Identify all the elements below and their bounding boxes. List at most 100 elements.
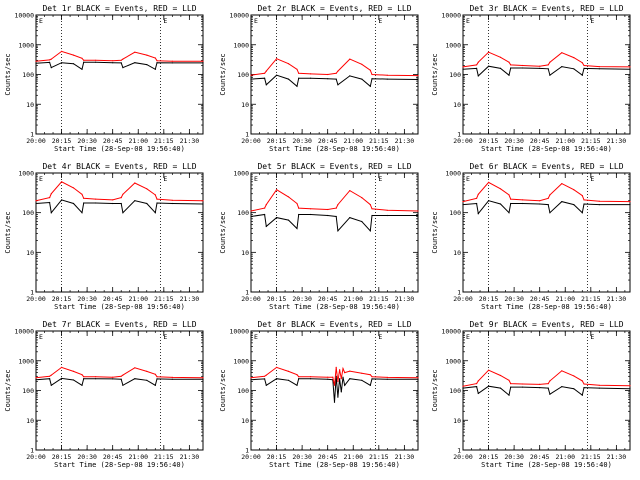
series-events-point xyxy=(120,378,122,380)
series-lld-point xyxy=(327,208,329,211)
series-lld-point xyxy=(462,385,464,387)
series-lld-point xyxy=(35,60,37,62)
corner-marker: E xyxy=(590,175,594,183)
series-events-point xyxy=(83,202,85,204)
y-tick-label: 100 xyxy=(237,209,249,217)
series-lld-point xyxy=(276,58,278,60)
series-events-point xyxy=(522,67,524,69)
x-tick-label: 21:15 xyxy=(581,453,601,461)
series-lld-line xyxy=(35,366,204,379)
series-lld-point xyxy=(583,383,585,385)
x-tick-label: 20:30 xyxy=(504,295,524,303)
panel-det-5r: Det 5r BLACK = Events, RED = LLD 1 10 100 10… xyxy=(219,162,419,311)
x-tick-label: 20:30 xyxy=(77,295,97,303)
series-events-point xyxy=(146,202,148,205)
series-lld-point xyxy=(72,187,75,189)
series-lld-point xyxy=(265,204,267,206)
series-events-point xyxy=(35,202,37,205)
series-events-point xyxy=(310,378,312,380)
series-events-point xyxy=(335,375,337,377)
series-events-point xyxy=(83,61,85,63)
series-events-point xyxy=(335,78,337,80)
series-events-point xyxy=(95,378,97,380)
series-events-point xyxy=(49,378,51,380)
series-events-point xyxy=(598,204,600,206)
series-events-point xyxy=(339,378,341,380)
series-lld-point xyxy=(549,61,551,63)
x-axis-label: Start Time (28-Sep-08 19:56:40) xyxy=(481,145,612,153)
series-lld-point xyxy=(95,59,97,61)
series-events-point xyxy=(598,68,600,70)
y-tick-label: 10000 xyxy=(14,328,34,336)
series-lld-point xyxy=(333,384,336,386)
series-events-point xyxy=(95,202,97,204)
panel-title: Det 9r BLACK = Events, RED = LLD xyxy=(469,320,623,329)
series-lld-point xyxy=(349,58,351,60)
series-lld-point xyxy=(386,209,388,211)
series-lld-point xyxy=(510,198,512,200)
y-tick-label: 10000 xyxy=(14,12,34,20)
x-tick-label: 20:00 xyxy=(241,453,261,461)
y-tick-label: 10000 xyxy=(229,12,249,20)
series-events-point xyxy=(202,62,204,64)
series-events-point xyxy=(287,379,290,381)
series-events-point xyxy=(35,62,37,64)
x-tick-label: 20:00 xyxy=(453,295,473,303)
series-events-point xyxy=(583,203,585,205)
series-lld-point xyxy=(573,57,575,59)
y-tick-label: 1 xyxy=(457,447,461,455)
series-events-point xyxy=(508,212,510,214)
corner-marker: E xyxy=(466,17,470,25)
panel-det-6r: Det 6r BLACK = Events, RED = LLD 1 10 100 10… xyxy=(431,162,631,311)
y-axis-label: Counts/sec xyxy=(219,53,227,95)
series-events-point xyxy=(154,384,156,386)
series-lld-point xyxy=(122,374,124,376)
series-events-point xyxy=(264,213,266,216)
panel-det-7r: Det 7r BLACK = Events, RED = LLD 1 10 100 10… xyxy=(4,320,204,469)
series-lld-point xyxy=(561,52,563,54)
series-events-line xyxy=(35,377,203,387)
series-lld-point xyxy=(134,182,136,184)
x-tick-label: 20:45 xyxy=(530,295,550,303)
x-tick-label: 20:30 xyxy=(292,453,312,461)
series-lld-point xyxy=(310,208,312,210)
x-tick-label: 20:15 xyxy=(267,295,287,303)
series-lld-point xyxy=(287,370,290,372)
series-lld-point xyxy=(298,376,300,378)
series-lld-point xyxy=(120,197,122,199)
series-lld-point xyxy=(276,366,278,368)
series-events-point xyxy=(508,394,510,396)
y-tick-label: 1000 xyxy=(18,357,34,365)
series-events-point xyxy=(296,227,298,230)
series-lld-point xyxy=(83,376,85,378)
series-lld-point xyxy=(202,60,204,62)
series-events-point xyxy=(335,215,337,218)
series-events-point xyxy=(81,212,83,214)
x-tick-label: 20:15 xyxy=(267,137,287,145)
series-lld-point xyxy=(342,367,344,370)
x-axis-label: Start Time (28-Sep-08 19:56:40) xyxy=(481,303,612,311)
y-tick-label: 100 xyxy=(449,209,461,217)
series-events-point xyxy=(510,67,512,69)
series-events-point xyxy=(327,378,329,380)
y-axis-label: Counts/sec xyxy=(431,369,439,411)
y-tick-label: 1000 xyxy=(233,357,249,365)
x-tick-label: 21:30 xyxy=(607,137,627,145)
y-tick-label: 1000 xyxy=(445,41,461,49)
plot-frame xyxy=(35,14,204,135)
series-events-point xyxy=(583,387,585,389)
series-events-point xyxy=(581,74,583,76)
x-tick-label: 21:15 xyxy=(154,453,174,461)
series-events-line xyxy=(462,65,631,77)
series-lld-point xyxy=(310,73,312,75)
x-tick-label: 20:45 xyxy=(318,453,338,461)
series-lld-point xyxy=(112,376,114,378)
panel-det-2r: Det 2r BLACK = Events, RED = LLD 1 10 100 10… xyxy=(219,4,419,153)
series-lld-point xyxy=(156,376,158,378)
series-lld-point xyxy=(156,60,158,62)
series-lld-point xyxy=(522,199,524,201)
series-events-point xyxy=(547,204,549,206)
series-events-point xyxy=(342,376,344,378)
y-tick-label: 1 xyxy=(457,289,461,297)
series-lld-point xyxy=(386,74,388,76)
